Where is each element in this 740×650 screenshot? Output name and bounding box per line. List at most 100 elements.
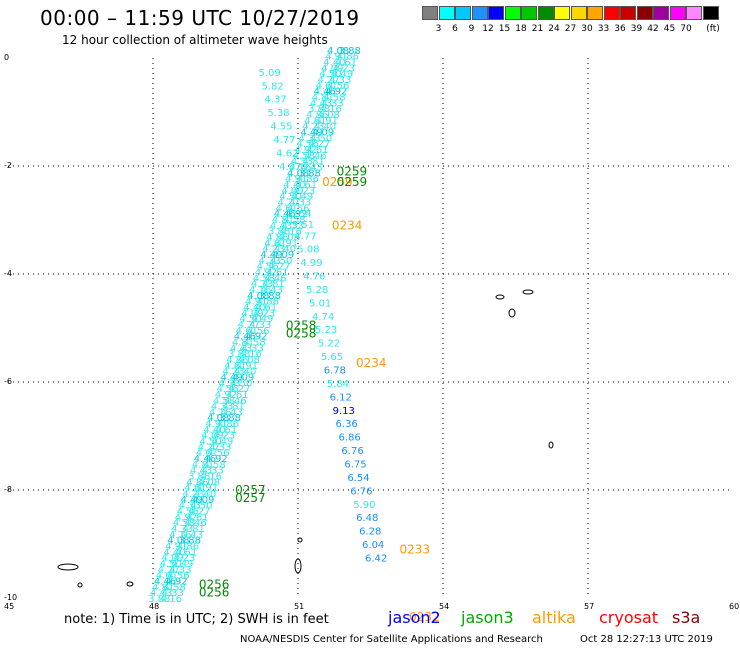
swh-label: 6.36: [336, 419, 358, 430]
swh-label: 5.22: [318, 339, 340, 350]
track-swh-label: 4.23: [222, 367, 244, 378]
track-swh-label: 4.50: [190, 501, 212, 512]
swh-label: 6.42: [365, 554, 387, 565]
track-swh-label: 3.88: [299, 168, 321, 179]
track-swh-label: 4.33: [162, 588, 184, 599]
track-swh-label: 4.43: [181, 530, 203, 541]
track-swh-label: 4.33: [202, 466, 224, 477]
island-outline: [57, 563, 79, 571]
track-swh-label: 4.49: [180, 495, 202, 506]
legend-swatch: [702, 6, 719, 20]
track-swh-label: 4.81: [192, 460, 214, 471]
track-swh-label: 4.56: [177, 507, 199, 518]
pass-time-label: 0232: [409, 610, 440, 624]
track-swh-label: 4.43: [261, 285, 283, 296]
track-swh-label: 4.23: [333, 63, 355, 74]
track-swh-label: 4.92: [285, 209, 307, 220]
pass-time-label: 0257: [235, 491, 266, 505]
pass-time-label: 0259: [322, 175, 353, 189]
track-swh-label: 4.92: [205, 454, 227, 465]
legend-unit: (ft): [706, 24, 720, 34]
track-swh-label: 4.61: [175, 547, 197, 558]
track-swh-label: 4.40: [163, 547, 185, 558]
track-swh-label: 4.33: [298, 133, 320, 144]
track-swh-label: 4.23: [173, 553, 195, 564]
legend-label: 30: [581, 24, 593, 34]
track-swh-label: 4.46: [304, 151, 326, 162]
track-swh-label: 4.08: [198, 477, 220, 488]
satellite-name: cryosat: [599, 608, 659, 627]
swh-label: 5.01: [309, 298, 331, 309]
track-swh-label: 4.33: [169, 565, 191, 576]
track-swh-label: 4.49: [291, 192, 313, 203]
track-swh-label: 4.16: [209, 407, 231, 418]
satellite-name: jason2: [388, 608, 441, 627]
legend-swatch: [471, 6, 488, 20]
track-swh-label: 4.33: [258, 256, 280, 267]
track-swh-label: 4.16: [280, 227, 302, 238]
track-swh-label: 4.58: [213, 396, 235, 407]
track-swh-label: 4.49: [171, 559, 193, 570]
swh-label: 6.76: [350, 486, 372, 497]
track-swh-label: 4.50: [319, 69, 341, 80]
generated-timestamp: Oct 28 12:27:13 UTC 2019: [580, 634, 713, 645]
swh-label: 4.62: [276, 148, 298, 159]
island-outline: [297, 537, 303, 543]
island-outline: [495, 294, 505, 300]
track-swh-label: 4.50: [270, 256, 292, 267]
track-swh-label: 4.50: [239, 314, 261, 325]
legend-swatch: [537, 6, 554, 20]
track-swh-label: 4.16: [240, 349, 262, 360]
track-swh-label: 4.61: [196, 448, 218, 459]
swh-label: 5.23: [315, 325, 337, 336]
x-tick-label: 48: [149, 602, 160, 611]
track-swh-label: 4.58: [204, 460, 226, 471]
pass-time-label: 0234: [356, 356, 387, 370]
track-swh-label: 4.50: [279, 192, 301, 203]
track-swh-label: 4.86: [226, 355, 248, 366]
track-swh-label: 4.92: [175, 512, 197, 523]
legend-label: 9: [468, 24, 475, 34]
track-swh-label: 4.40: [323, 58, 345, 69]
track-swh-label: 4.92: [255, 267, 277, 278]
satellite-name: s3a: [672, 608, 701, 627]
track-swh-label: 4.23: [302, 122, 324, 133]
legend-label: 6: [452, 24, 458, 34]
swh-label: 9.13: [333, 406, 355, 417]
track-swh-label: 4.61: [335, 58, 357, 69]
track-swh-label: 4.33: [329, 75, 351, 86]
track-swh-label: 4.33: [242, 343, 264, 354]
pass-time-label: 0259: [337, 164, 368, 178]
y-tick-label: -8: [4, 485, 12, 494]
track-swh-label: 4.09: [281, 186, 303, 197]
track-swh-label: 4.09: [161, 553, 183, 564]
track-swh-label: 4.40: [203, 425, 225, 436]
track-swh-label: 4.23: [182, 489, 204, 500]
track-swh-label: 4.40: [194, 489, 216, 500]
swh-label: 6.12: [330, 392, 352, 403]
swh-label: 4.37: [264, 95, 286, 106]
track-swh-label: 4.43: [150, 588, 172, 599]
track-swh-label: 4.81: [312, 93, 334, 104]
legend-label: 15: [498, 24, 511, 34]
legend-label: 3: [435, 24, 442, 34]
pass-time-label: 0258: [286, 326, 317, 340]
track-swh-label: 4.08: [238, 355, 260, 366]
track-swh-label: 4.27: [238, 320, 260, 331]
track-swh-label: 4.27: [228, 384, 250, 395]
track-swh-label: 4.56: [217, 384, 239, 395]
track-swh-label: 4.49: [331, 69, 353, 80]
y-tick-label: -6: [4, 377, 12, 386]
legend-label: 24: [548, 24, 560, 34]
grid: [8, 58, 733, 598]
swh-label: 6.86: [338, 433, 360, 444]
track-swh-label: 4.61: [255, 302, 277, 313]
pass-time-label: 0256: [199, 586, 230, 600]
track-swh-label: 4.09: [241, 308, 263, 319]
legend-swatch: [653, 6, 669, 20]
track-swh-label: 4.81: [152, 582, 174, 593]
track-swh-label: 4.43: [301, 163, 323, 174]
track-swh-label: 4.46: [154, 577, 176, 588]
swh-label: 4.77: [273, 135, 295, 146]
